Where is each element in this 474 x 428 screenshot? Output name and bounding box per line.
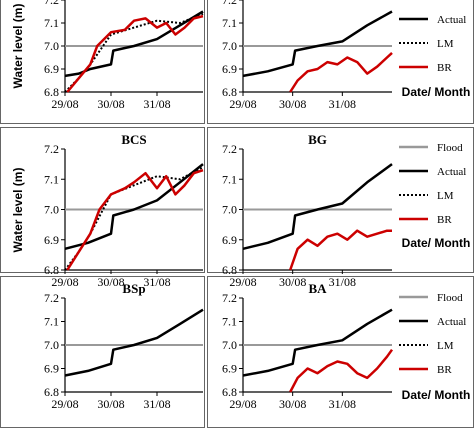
x-tick-label: 31/08 xyxy=(143,397,170,411)
series-lm-line xyxy=(64,12,204,93)
x-tick-label: 30/08 xyxy=(97,397,124,411)
panel-frame-1 xyxy=(0,0,205,124)
y-tick-label: 7.1 xyxy=(44,172,59,186)
y-tick-label: 7.2 xyxy=(44,142,59,156)
legend-label: LM xyxy=(437,38,454,50)
y-tick-label: 7.1 xyxy=(44,16,59,30)
series-actual-line xyxy=(242,308,393,377)
y-tick-label: 7.2 xyxy=(222,142,237,156)
legend-label: BR xyxy=(437,214,452,226)
x-tick-label: 30/08 xyxy=(97,97,124,111)
panel-frame-3 xyxy=(0,127,205,273)
x-tick-label: 29/08 xyxy=(51,275,78,289)
x-tick-label: 29/08 xyxy=(229,397,256,411)
x-tick-label: 29/08 xyxy=(229,275,256,289)
x-tick-label: 31/08 xyxy=(143,275,170,289)
legend-label: Flood xyxy=(437,292,463,304)
legend-label: LM xyxy=(437,190,454,202)
x-tick-label: 30/08 xyxy=(279,397,306,411)
y-tick-label: 6.9 xyxy=(44,233,59,247)
y-axis-label: Water level (m) xyxy=(11,4,25,89)
legend-label: Actual xyxy=(437,14,466,26)
panel-title: BSp xyxy=(122,281,145,296)
x-tick-label: 31/08 xyxy=(329,97,356,111)
x-tick-label: 31/08 xyxy=(329,275,356,289)
panel-title: BCS xyxy=(121,132,146,147)
legend-label: BR xyxy=(437,62,452,74)
y-tick-label: 6.8 xyxy=(222,385,237,399)
legend-label: LM xyxy=(437,340,454,352)
y-tick-label: 7.2 xyxy=(222,291,237,305)
series-actual-line xyxy=(242,10,393,78)
y-tick-label: 7.2 xyxy=(44,291,59,305)
y-tick-label: 6.9 xyxy=(222,62,237,76)
legend-label: BR xyxy=(437,364,452,376)
panel-title: BA xyxy=(308,281,327,296)
series-actual-line xyxy=(64,308,204,377)
y-tick-label: 7.1 xyxy=(44,315,59,329)
x-tick-label: 31/08 xyxy=(143,97,170,111)
y-tick-label: 7.0 xyxy=(222,338,237,352)
y-tick-label: 6.9 xyxy=(222,233,237,247)
legend-label: Actual xyxy=(437,166,466,178)
x-axis-label: Date/ Month xyxy=(402,236,471,250)
y-tick-label: 7.2 xyxy=(44,0,59,7)
y-axis-label: Water level (m) xyxy=(11,168,25,253)
x-tick-label: 29/08 xyxy=(51,97,78,111)
x-axis-label: Date/ Month xyxy=(402,85,471,99)
y-tick-label: 7.0 xyxy=(222,203,237,217)
x-tick-label: 30/08 xyxy=(279,275,306,289)
series-br-line xyxy=(66,169,204,271)
legend-label: Actual xyxy=(437,316,466,328)
y-tick-label: 6.8 xyxy=(44,263,59,277)
y-tick-label: 6.9 xyxy=(222,362,237,376)
series-br-line xyxy=(66,14,204,93)
y-tick-label: 7.0 xyxy=(44,338,59,352)
y-tick-label: 7.0 xyxy=(222,39,237,53)
y-tick-label: 7.1 xyxy=(222,172,237,186)
series-actual-line xyxy=(64,163,204,251)
x-tick-label: 29/08 xyxy=(51,397,78,411)
series-actual-line xyxy=(242,163,393,251)
y-tick-label: 7.0 xyxy=(44,39,59,53)
panel-title: BG xyxy=(308,132,327,147)
x-tick-label: 29/08 xyxy=(229,97,256,111)
y-tick-label: 7.0 xyxy=(44,203,59,217)
y-tick-label: 6.8 xyxy=(222,263,237,277)
x-tick-label: 30/08 xyxy=(97,275,124,289)
series-br-line xyxy=(289,229,392,271)
x-tick-label: 30/08 xyxy=(279,97,306,111)
y-tick-label: 7.1 xyxy=(222,16,237,30)
series-br-line xyxy=(289,51,393,93)
y-tick-label: 7.1 xyxy=(222,315,237,329)
y-tick-label: 7.2 xyxy=(222,0,237,7)
legend-label: Flood xyxy=(437,142,463,154)
y-tick-label: 6.8 xyxy=(222,85,237,99)
y-tick-label: 6.8 xyxy=(44,385,59,399)
x-tick-label: 31/08 xyxy=(329,397,356,411)
panel-frame-4 xyxy=(207,127,474,273)
series-br-line xyxy=(289,348,394,393)
y-tick-label: 6.8 xyxy=(44,85,59,99)
y-tick-label: 6.9 xyxy=(44,62,59,76)
x-axis-label: Date/ Month xyxy=(402,388,471,402)
y-tick-label: 6.9 xyxy=(44,362,59,376)
